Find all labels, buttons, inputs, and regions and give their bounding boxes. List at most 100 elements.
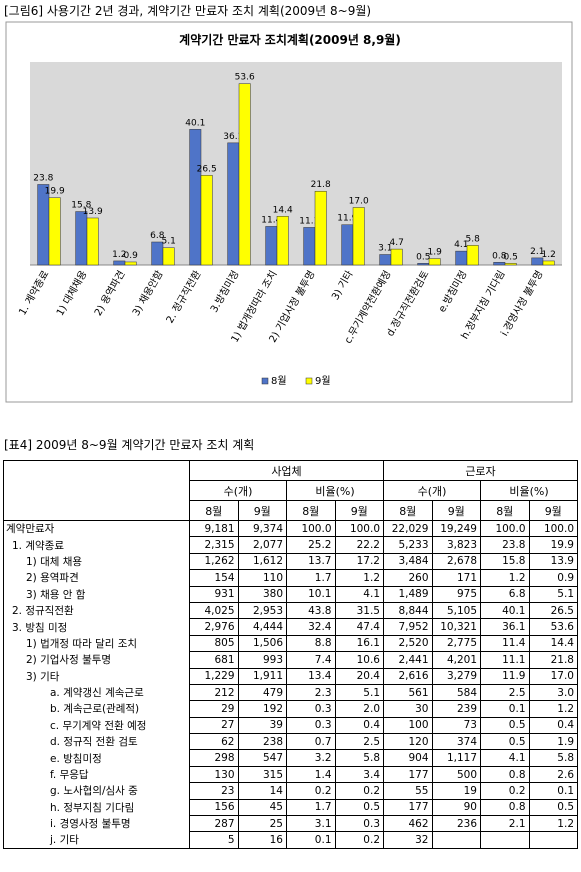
cell: 2.5: [334, 733, 384, 751]
value-label: 0.8: [492, 251, 507, 261]
value-label: 5.8: [466, 234, 481, 244]
cell: 904: [383, 749, 433, 767]
cell: 5.1: [334, 683, 384, 702]
header-row: 수(개) 비율(%) 수(개) 비율(%): [4, 480, 578, 501]
row-label: 2) 용역파견: [3, 569, 190, 587]
cell: 19.9: [528, 536, 578, 554]
cell: 0.1: [480, 700, 530, 718]
legend-label: 8월: [271, 375, 287, 387]
bar: [417, 263, 430, 266]
cell: 0.2: [334, 831, 384, 849]
row-label: a. 계약갱신 계속근로: [3, 684, 190, 701]
cell: 15.8: [480, 552, 530, 571]
cell: 26.5: [528, 601, 578, 620]
value-label: 40.1: [185, 118, 205, 128]
cell: 47.4: [334, 618, 384, 636]
cell: 192: [237, 700, 287, 718]
cell: 11.9: [480, 667, 530, 685]
cell: 0.1: [528, 782, 578, 800]
row-label: b. 계속근로(관례적): [3, 700, 190, 718]
cell: 8.8: [286, 634, 336, 653]
row-label: 2) 기업사정 불투명: [3, 651, 190, 669]
value-label: 5.1: [162, 237, 176, 247]
bar: [162, 247, 175, 266]
cell: 120: [383, 733, 433, 751]
group-header: 근로자: [383, 460, 578, 481]
cell: 27: [189, 716, 239, 735]
cell: 3.4: [334, 765, 384, 784]
cell: 1.7: [286, 569, 336, 587]
cell: 479: [237, 683, 287, 702]
cell: 156: [189, 798, 239, 817]
value-label: 53.6: [235, 73, 255, 83]
row-label: c. 무기계약 전환 예정: [3, 717, 190, 734]
value-label: 15.8: [71, 201, 91, 211]
value-label: 1.9: [428, 248, 443, 258]
cell: 100.0: [528, 519, 578, 538]
cell: 23: [189, 782, 239, 800]
cell: 40.1: [480, 601, 530, 620]
bar: [238, 83, 251, 266]
cell: 2.3: [286, 683, 336, 702]
value-label: 4.1: [454, 240, 468, 250]
bar: [189, 129, 202, 266]
value-label: 19.9: [45, 187, 65, 197]
group-header: 사업체: [189, 460, 384, 481]
cell: 1.9: [528, 733, 578, 751]
cell: 0.4: [334, 716, 384, 735]
bar: [493, 262, 506, 266]
cell: 4.1: [480, 749, 530, 767]
cell: 1,612: [237, 552, 287, 571]
cell: 1.2: [528, 815, 578, 833]
table-row: i. 경영사정 불투명 287 25 3.1 0.3 462 236 2.1 1.2: [3, 815, 578, 833]
bar: [124, 261, 137, 266]
table-row: 1) 대체 채용 1,262 1,612 13.7 17.2 3,484 2,678 15.8…: [3, 552, 578, 571]
value-label: 0.5: [416, 252, 430, 262]
cell: 8,844: [383, 601, 433, 620]
cell: 298: [189, 749, 239, 767]
cell: 2.6: [528, 765, 578, 784]
value-label: 14.4: [273, 205, 293, 215]
row-label: j. 기타: [3, 831, 190, 849]
cell: 21.8: [528, 651, 578, 669]
cell: 0.7: [286, 733, 336, 751]
cell: 0.2: [286, 782, 336, 800]
bar: [227, 142, 240, 266]
cell: 0.8: [480, 798, 530, 817]
table-row: f. 무응답 130 315 1.4 3.4 177 500 0.8 2.6: [3, 765, 578, 784]
row-label: g. 노사협의/심사 중: [3, 782, 190, 800]
cell: 36.1: [480, 618, 530, 636]
cell: 4,444: [237, 618, 287, 636]
month-header: 9월: [237, 500, 287, 521]
table-title: [표4] 2009년 8~9월 계약기간 만료자 조치 계획: [4, 438, 255, 452]
corner: [3, 460, 190, 521]
cell: 100.0: [286, 519, 336, 538]
bar: [466, 245, 479, 266]
cell: 315: [237, 765, 287, 784]
cell: 561: [383, 683, 433, 702]
bar: [265, 226, 278, 266]
table-row: 1. 계약종료 2,315 2,077 25.2 22.2 5,233 3,823 23.8 1…: [3, 536, 578, 554]
month-header: 8월: [383, 500, 433, 521]
value-label: 0.9: [124, 251, 139, 261]
cell: 11.1: [480, 651, 530, 669]
row-label: 계약만료자: [3, 519, 190, 537]
header-row: 8월 9월 8월 9월 8월 9월 8월 9월: [4, 500, 578, 521]
cell: 9,181: [189, 519, 239, 538]
cell: 17.0: [528, 667, 578, 685]
cell: 5,105: [431, 601, 481, 620]
table-row: b. 계속근로(관례적) 29 192 0.3 2.0 30 239 0.1 1.2: [3, 700, 578, 718]
cell: 31.5: [334, 601, 384, 620]
bar: [314, 190, 327, 266]
chart-title: 계약기간 만료자 조치계획(2009년 8,9월): [179, 32, 401, 47]
value-label: 3.1: [378, 244, 392, 254]
cell: 32.4: [286, 618, 336, 636]
cell: 212: [189, 683, 239, 702]
month-header: 8월: [286, 500, 336, 521]
cell: 2,441: [383, 651, 433, 669]
table-row: c. 무기계약 전환 예정 27 39 0.3 0.4 100 73 0.5 0.4: [3, 716, 578, 735]
month-header: 8월: [189, 500, 239, 521]
cell: 1,262: [189, 552, 239, 571]
cell: 5,233: [383, 536, 433, 554]
bar: [504, 263, 517, 266]
